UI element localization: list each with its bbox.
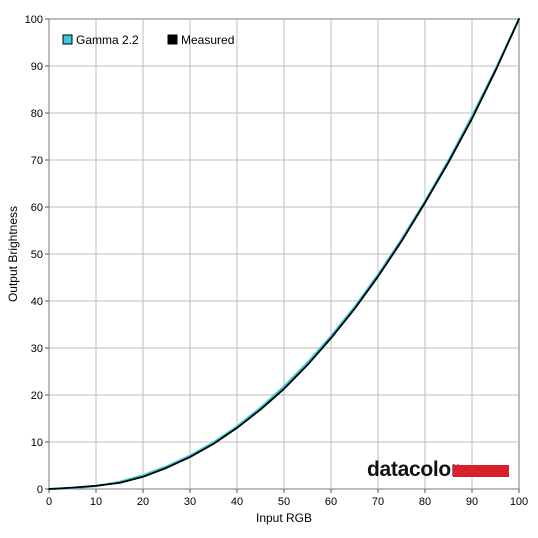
- x-tick-label: 80: [419, 496, 431, 508]
- x-tick-labels: 0 10 20 30 40 50 60 70 80 90 100: [46, 489, 528, 508]
- legend-swatch-measured: [167, 34, 178, 45]
- x-tick-label: 20: [137, 496, 149, 508]
- y-tick-label: 50: [31, 249, 43, 261]
- x-tick-label: 100: [510, 496, 528, 508]
- y-tick-label: 70: [31, 155, 43, 167]
- datacolor-logo-text: datacolor: [367, 458, 459, 481]
- y-tick-label: 0: [37, 484, 43, 496]
- x-tick-label: 0: [46, 496, 52, 508]
- y-axis-title: Output Brightness: [6, 206, 20, 302]
- legend-label-gamma: Gamma 2.2: [76, 33, 139, 47]
- series-lines: [47, 17, 521, 491]
- y-tick-label: 100: [25, 14, 43, 26]
- legend-swatch-gamma: [62, 34, 73, 45]
- y-tick-label: 20: [31, 390, 43, 402]
- y-tick-label: 10: [31, 437, 43, 449]
- y-tick-labels: 0 10 20 30 40 50 60 70 80 90 100: [25, 14, 49, 496]
- x-tick-label: 10: [90, 496, 102, 508]
- x-tick-label: 50: [278, 496, 290, 508]
- datacolor-logo: datacolor: [367, 458, 509, 481]
- y-tick-label: 40: [31, 296, 43, 308]
- x-tick-label: 90: [466, 496, 478, 508]
- x-tick-label: 70: [372, 496, 384, 508]
- legend: Gamma 2.2 Measured: [62, 33, 234, 47]
- y-tick-label: 80: [31, 108, 43, 120]
- x-axis-title: Input RGB: [256, 511, 312, 525]
- datacolor-logo-bar: [453, 465, 509, 477]
- x-tick-label: 40: [231, 496, 243, 508]
- legend-label-measured: Measured: [181, 33, 234, 47]
- series-line-measured: [48, 18, 520, 490]
- grid: [49, 19, 519, 489]
- x-tick-label: 60: [325, 496, 337, 508]
- y-tick-label: 60: [31, 202, 43, 214]
- y-tick-label: 90: [31, 61, 43, 73]
- y-tick-label: 30: [31, 343, 43, 355]
- x-tick-label: 30: [184, 496, 196, 508]
